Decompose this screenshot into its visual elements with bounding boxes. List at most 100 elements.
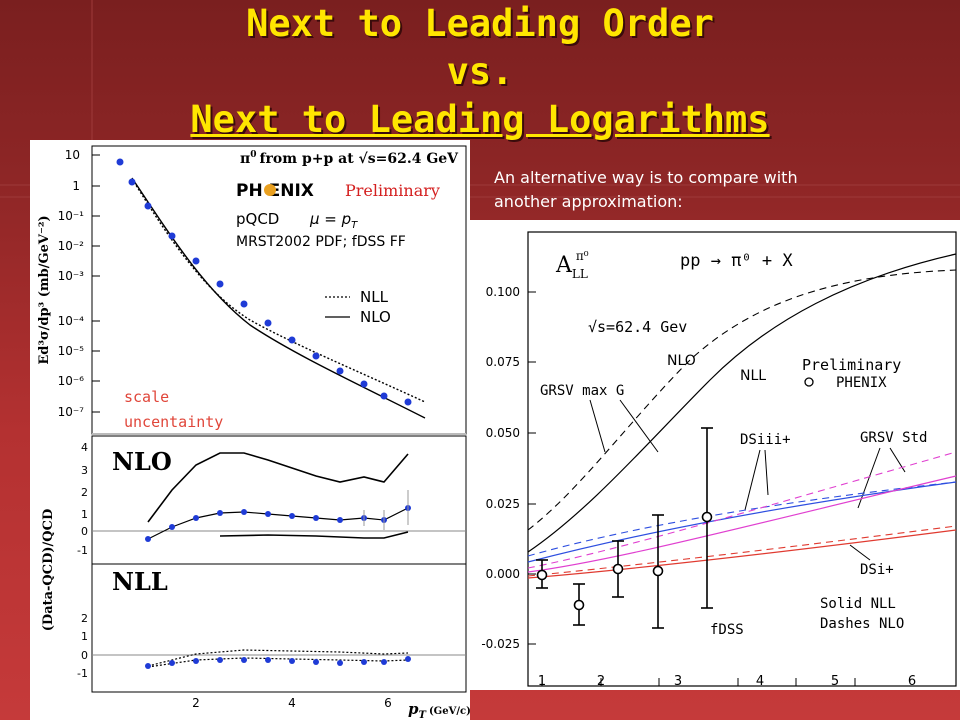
ytick-bot-2: 0 bbox=[81, 649, 88, 662]
xlabel-unit: (GeV/c) bbox=[429, 706, 470, 717]
left-legend: π0 from p+p at √s=62.4 GeV PH ENIX Prelim… bbox=[236, 150, 459, 326]
data-point bbox=[128, 178, 136, 186]
logo-preliminary: Preliminary bbox=[345, 181, 440, 200]
ytick-bot-1: 1 bbox=[81, 630, 88, 643]
intro-text: An alternative way is to compare with an… bbox=[494, 166, 954, 214]
r-ytick-0: 0.100 bbox=[486, 285, 520, 299]
grsv-max-label: GRSV max G bbox=[540, 383, 624, 399]
ytick-mid-3: 1 bbox=[81, 508, 88, 521]
magenta-nlo-curve bbox=[527, 451, 957, 569]
data-point bbox=[168, 232, 176, 240]
xlabel-sub: T bbox=[419, 710, 428, 720]
r-xtick-2: 3 bbox=[674, 674, 682, 689]
xtick-1: 4 bbox=[288, 696, 296, 710]
legend-pi-sup: 0 bbox=[250, 150, 256, 160]
svg-text:ALLπ⁰: ALL π⁰ bbox=[555, 249, 589, 281]
dsi-label: DSi+ bbox=[860, 562, 894, 578]
data-point bbox=[240, 300, 248, 308]
data-point bbox=[193, 658, 199, 664]
annotation-arrows bbox=[589, 399, 906, 561]
magenta-nll-curve bbox=[527, 475, 957, 573]
r-xtick-3: 4 bbox=[756, 674, 764, 689]
mu-label: μ = p bbox=[309, 210, 351, 228]
right-plot-svg: 0.100 0.075 0.050 0.025 0.000 -0.025 1 2… bbox=[481, 231, 957, 689]
bot-data-points bbox=[145, 656, 411, 669]
data-point bbox=[404, 398, 412, 406]
legend-nll: NLL bbox=[360, 288, 389, 306]
data-point bbox=[216, 280, 224, 288]
dsiii-label: DSiii+ bbox=[740, 432, 791, 448]
ytick-mid-1: 3 bbox=[81, 464, 88, 477]
reaction-label: pp → π⁰ + X bbox=[680, 251, 793, 271]
scale-label-2: uncentainty bbox=[124, 413, 223, 431]
top-yticks: 10 1 10⁻¹ 10⁻² 10⁻³ 10⁻⁴ 10⁻⁵ 10⁻⁶ 10⁻⁷ bbox=[58, 148, 85, 419]
data-point bbox=[337, 517, 343, 523]
data-point bbox=[145, 663, 151, 669]
nll-curve-label: NLL bbox=[740, 368, 766, 384]
top-data-points bbox=[116, 158, 412, 406]
data-point bbox=[361, 659, 367, 665]
slide-title: Next to Leading Order vs. Next to Leadin… bbox=[0, 0, 960, 144]
data-point bbox=[312, 352, 320, 360]
mid-yticks: 4 3 2 1 0 -1 bbox=[77, 441, 88, 557]
data-point bbox=[313, 515, 319, 521]
data-point bbox=[116, 158, 124, 166]
grsv-max-nlo-curve bbox=[527, 269, 957, 531]
blue-nlo-curve bbox=[527, 481, 957, 557]
ytick-top-2: 10⁻¹ bbox=[58, 209, 85, 223]
dashes-nlo-label: Dashes NLO bbox=[820, 616, 904, 632]
a-ll-sub: LL bbox=[572, 267, 588, 281]
data-point bbox=[217, 510, 223, 516]
ytick-top-3: 10⁻² bbox=[58, 239, 85, 253]
xtick-0: 2 bbox=[192, 696, 200, 710]
pdf-label: MRST2002 PDF; fDSS FF bbox=[236, 234, 406, 250]
data-point bbox=[241, 657, 247, 663]
ytick-top-4: 10⁻³ bbox=[58, 269, 85, 283]
ytick-top-6: 10⁻⁵ bbox=[58, 344, 85, 358]
ytick-bot-3: -1 bbox=[77, 667, 88, 680]
preliminary-label: Preliminary bbox=[802, 356, 901, 374]
ytick-top-7: 10⁻⁶ bbox=[58, 374, 85, 388]
blue-nll-curve bbox=[527, 481, 957, 563]
r-xtick-0: 1 bbox=[538, 674, 546, 689]
data-point bbox=[192, 257, 200, 265]
data-point bbox=[405, 656, 411, 662]
right-figure: 0.100 0.075 0.050 0.025 0.000 -0.025 1 2… bbox=[470, 220, 960, 690]
ytick-mid-2: 2 bbox=[81, 486, 88, 499]
mid-upper-band bbox=[147, 452, 409, 523]
mid-lower-band bbox=[219, 531, 409, 539]
solid-nll-label: Solid NLL bbox=[820, 596, 896, 612]
data-point bbox=[573, 583, 585, 626]
left-plot-svg: 10 1 10⁻¹ 10⁻² 10⁻³ 10⁻⁴ 10⁻⁵ 10⁻⁶ 10⁻⁷ … bbox=[37, 145, 471, 720]
data-point bbox=[701, 427, 713, 609]
data-point bbox=[265, 657, 271, 663]
bot-label-nll: NLL bbox=[112, 567, 168, 596]
data-point bbox=[144, 202, 152, 210]
data-point bbox=[145, 536, 151, 542]
right-data-points bbox=[536, 427, 713, 629]
r-xtick-5: 6 bbox=[908, 674, 916, 689]
scale-label-1: scale bbox=[124, 388, 169, 406]
phenix-marker-icon bbox=[804, 377, 814, 387]
bot-yticks: 2 1 0 -1 bbox=[77, 612, 88, 680]
data-point bbox=[265, 511, 271, 517]
ytick-mid-0: 4 bbox=[81, 441, 88, 454]
data-point bbox=[217, 657, 223, 663]
ytick-top-8: 10⁻⁷ bbox=[58, 405, 85, 419]
svg-text:μ = pT: μ = pT bbox=[309, 210, 358, 231]
ytick-top-1: 1 bbox=[72, 179, 80, 193]
top-ylabel: Ed³σ/dp³ (mb/GeV⁻²) bbox=[37, 215, 52, 364]
xlabel: p bbox=[408, 700, 419, 718]
r-xtick-4: 5 bbox=[831, 674, 839, 689]
xtick-2: 6 bbox=[384, 696, 392, 710]
red-nll-curve bbox=[527, 529, 957, 579]
title-line-2: vs. bbox=[446, 50, 514, 93]
sqrt-s-label: √s=62.4 Gev bbox=[588, 318, 687, 336]
fdss-label: fDSS bbox=[710, 622, 744, 638]
r-xtick-1: 2 bbox=[597, 674, 605, 689]
data-point bbox=[288, 336, 296, 344]
data-point bbox=[241, 509, 247, 515]
bottom-ylabel: (Data-QCD)/QCD bbox=[41, 509, 56, 631]
nlo-curve-label: NLO bbox=[667, 353, 696, 369]
